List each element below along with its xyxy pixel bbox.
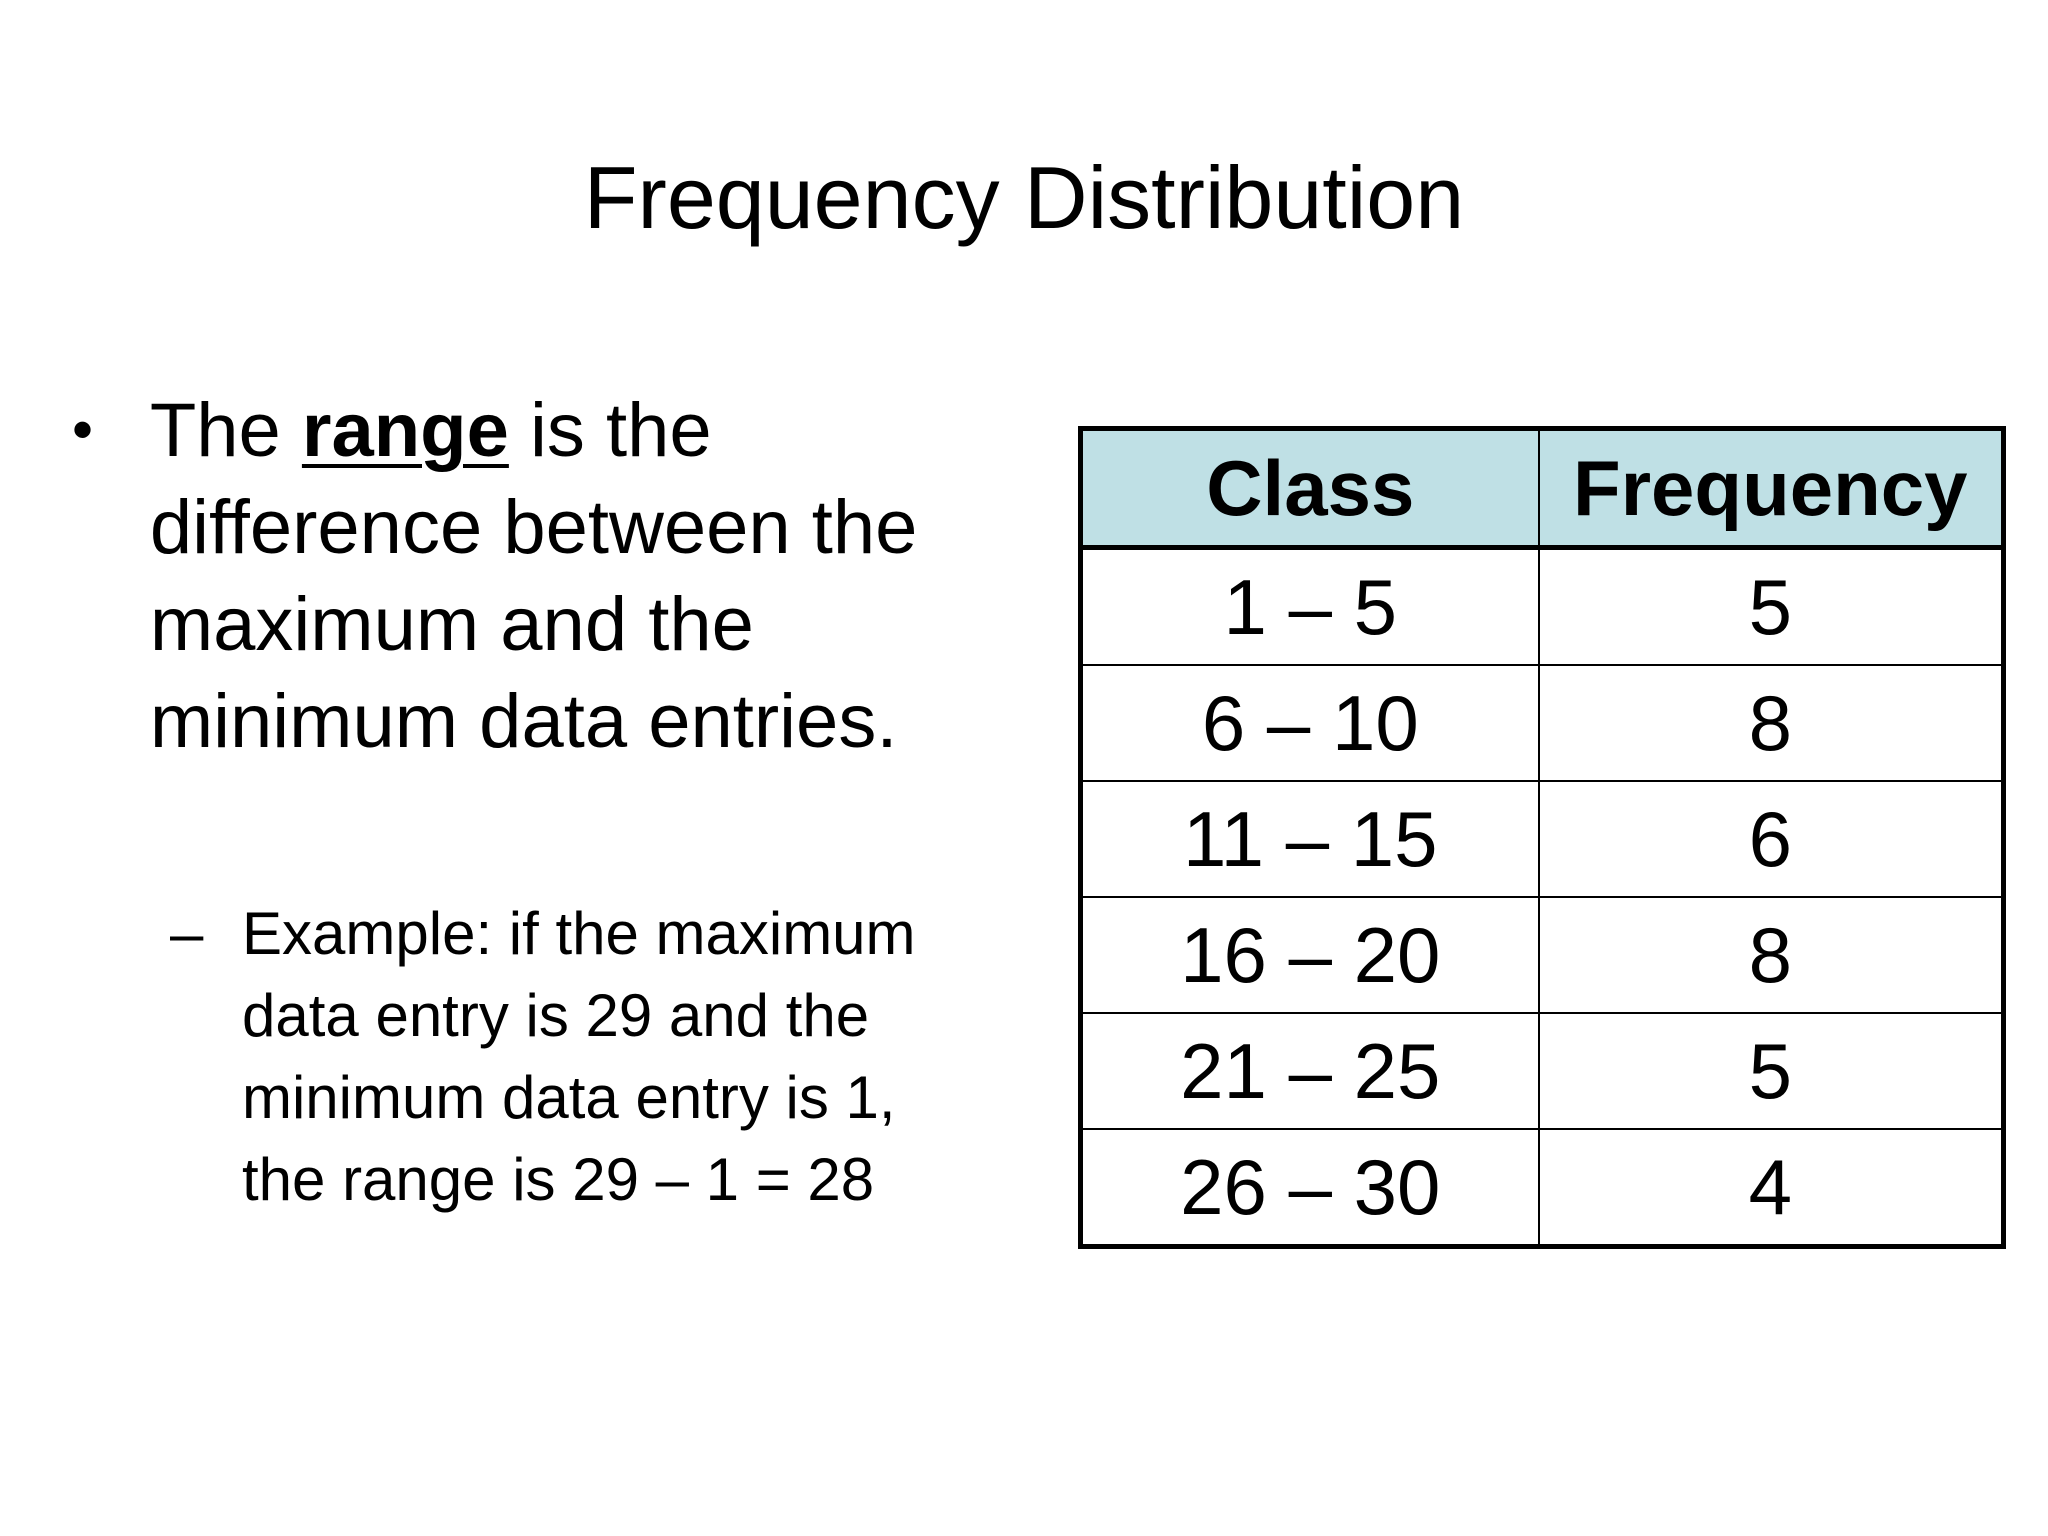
sub-bullet-symbol: – — [170, 900, 204, 967]
sub-bullet-text: Example: if the maximum data entry is 29… — [242, 900, 916, 1213]
table-header-row: Class Frequency — [1079, 427, 2005, 550]
class-cell: 21 – 25 — [1079, 1012, 1540, 1130]
class-cell: 6 – 10 — [1079, 664, 1540, 782]
frequency-cell: 6 — [1537, 780, 2005, 898]
table-row: 11 – 15 6 — [1079, 780, 2005, 898]
bullet-term-range: range — [301, 388, 509, 473]
frequency-cell: 8 — [1537, 896, 2005, 1014]
table-row: 6 – 10 8 — [1079, 664, 2005, 782]
bullet-prefix: The — [149, 388, 302, 473]
slide-title: Frequency Distribution — [583, 148, 1465, 247]
bullet-text: The range is the difference between the … — [150, 382, 988, 770]
table-row: 1 – 5 5 — [1079, 546, 2005, 666]
column-header-frequency: Frequency — [1537, 427, 2005, 550]
bullet-symbol: • — [72, 396, 94, 463]
class-cell: 1 – 5 — [1079, 546, 1540, 666]
class-cell: 11 – 15 — [1079, 780, 1540, 898]
class-cell: 26 – 30 — [1079, 1128, 1540, 1248]
frequency-cell: 5 — [1537, 1012, 2005, 1130]
table-row: 16 – 20 8 — [1079, 896, 2005, 1014]
frequency-table: Class Frequency 1 – 5 5 6 – 10 8 11 – 15… — [1078, 426, 2006, 1249]
frequency-cell: 4 — [1537, 1128, 2005, 1248]
class-cell: 16 – 20 — [1079, 896, 1540, 1014]
frequency-cell: 5 — [1537, 546, 2005, 666]
column-header-class: Class — [1079, 427, 1540, 550]
table-row: 26 – 30 4 — [1079, 1128, 2005, 1248]
sub-bullet: – Example: if the maximum data entry is … — [170, 893, 950, 1221]
bullet-suffix: is the difference between the maximum an… — [149, 388, 918, 764]
frequency-cell: 8 — [1537, 664, 2005, 782]
table-row: 21 – 25 5 — [1079, 1012, 2005, 1130]
main-bullet: • The range is the difference between th… — [68, 382, 988, 770]
